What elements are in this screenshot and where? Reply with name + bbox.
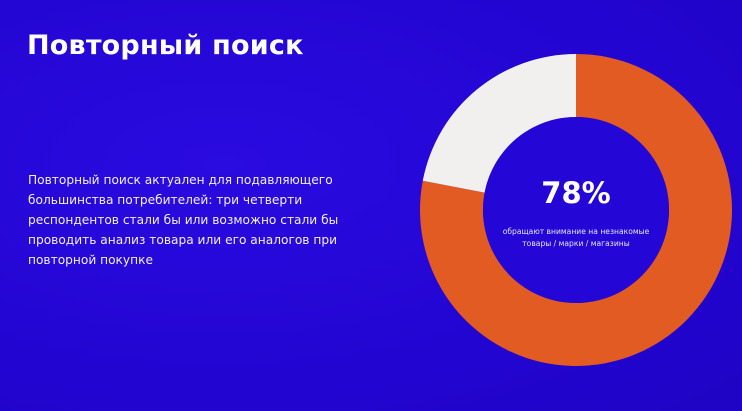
center-value-label: 78%	[541, 176, 610, 210]
donut-chart-svg: 78% обращают внимание на незнакомые това…	[420, 54, 732, 367]
center-caption-line-1: обращают внимание на незнакомые	[503, 227, 650, 236]
donut-slices	[420, 54, 732, 367]
center-caption-line-2: товары / марки / магазины	[522, 239, 629, 248]
donut-hole	[483, 117, 669, 303]
donut-slice-2	[422, 54, 576, 193]
donut-slice-1	[420, 54, 732, 367]
slide-title: Повторный поиск	[27, 30, 304, 61]
slide-body-text: Повторный поиск актуален для подавляющег…	[28, 173, 339, 267]
donut-chart: 78% обращают внимание на незнакомые това…	[418, 52, 734, 368]
